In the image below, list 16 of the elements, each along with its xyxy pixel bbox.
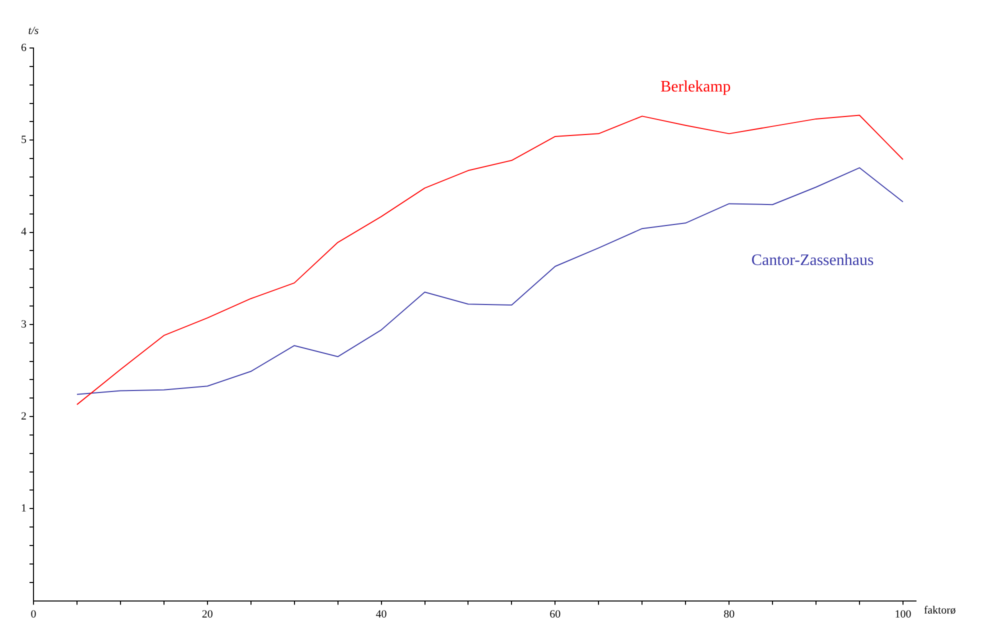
- x-tick-label: 60: [550, 608, 562, 620]
- x-tick-label: 80: [724, 608, 736, 620]
- x-axis-title: faktorø: [924, 604, 956, 617]
- y-axis-title: t/s: [28, 25, 39, 37]
- text: Cantor-Zassenhaus: [751, 252, 874, 269]
- y-tick-label: 2: [21, 410, 26, 422]
- x-tick-label: 20: [202, 608, 214, 620]
- y-tick-label: 4: [21, 226, 27, 238]
- x-tick-label: 100: [894, 608, 912, 620]
- series-label: Berlekamp: [660, 78, 731, 96]
- y-tick-label: 1: [21, 502, 26, 515]
- x-tick-label: 0: [30, 608, 37, 620]
- y-tick-label: 5: [21, 134, 27, 146]
- x-tick-label: 40: [376, 608, 388, 620]
- y-tick-label: 3: [21, 318, 27, 330]
- y-tick-label: 6: [21, 42, 27, 54]
